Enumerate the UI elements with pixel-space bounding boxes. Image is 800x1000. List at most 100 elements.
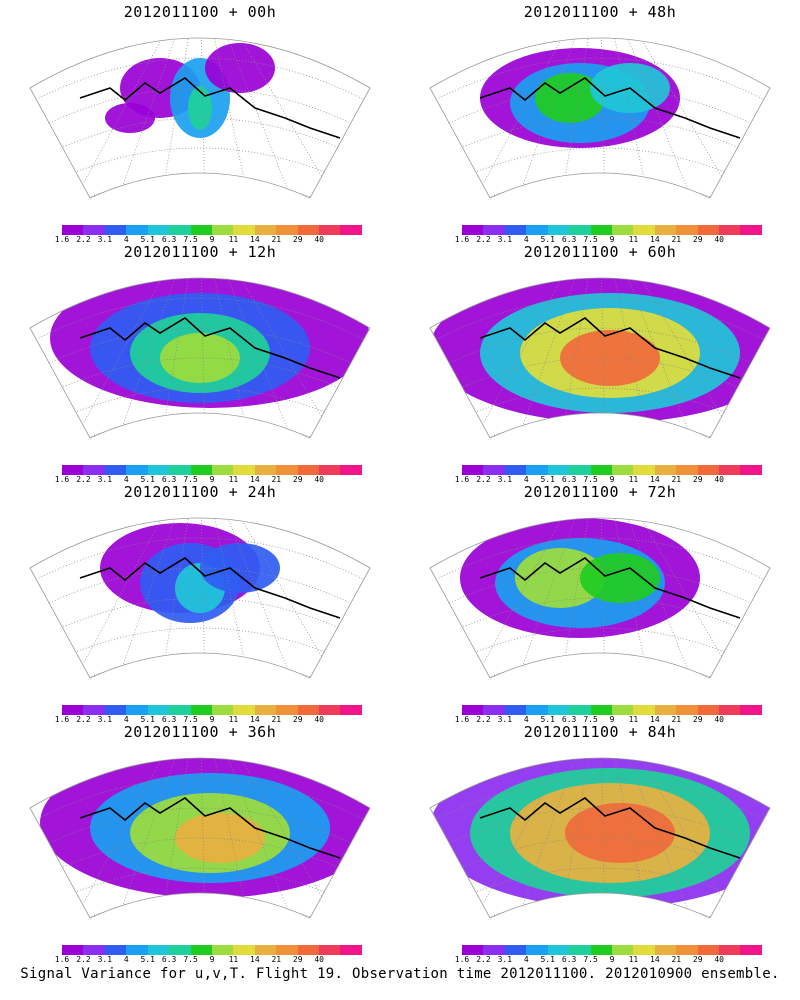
colorbar-tick-label: 14	[250, 235, 260, 244]
colorbar-swatch	[104, 945, 127, 955]
colorbar-swatch	[297, 945, 320, 955]
panel-title: 2012011100 + 00h	[123, 3, 277, 21]
colorbar-labels: 1.6 2.2 3.1 4 5.1 6.3 7.5 9 11 14 21 29 40	[55, 235, 362, 245]
colorbar-tick-label: 11	[228, 235, 239, 244]
colorbar-swatch	[83, 705, 105, 715]
colorbar-swatch	[276, 225, 298, 235]
variance-field	[105, 103, 155, 133]
colorbar-labels: 1.6 2.2 3.1 4 5.1 6.3 7.5 9 11 14 21 29 40	[55, 715, 362, 725]
colorbar-tick-label: 2.2	[76, 715, 91, 724]
colorbar-swatch	[147, 225, 170, 235]
colorbar-tick-label: 1.6	[454, 955, 470, 964]
colorbar-tick-label: 3.1	[97, 475, 113, 484]
colorbar-tick-label: 3.1	[497, 715, 513, 724]
colorbar-tick-label: 7.5	[183, 235, 198, 244]
colorbar-tick-label: 21	[271, 715, 282, 724]
colorbar-swatch	[504, 945, 527, 955]
colorbar-swatch	[83, 945, 105, 955]
panel-title: 2012011100 + 12h	[123, 243, 277, 261]
colorbar-swatch	[254, 945, 277, 955]
colorbar-swatch	[319, 225, 341, 235]
colorbar-swatch	[654, 705, 677, 715]
colorbar-swatch	[190, 705, 212, 715]
colorbar-tick-label: 21	[271, 955, 282, 964]
colorbar-swatch	[611, 945, 634, 955]
colorbar	[62, 465, 362, 475]
colorbar-tick-label: 11	[228, 955, 239, 964]
colorbar-swatch	[340, 465, 362, 475]
colorbar-swatch	[547, 225, 570, 235]
colorbar-swatch	[569, 465, 591, 475]
colorbar-swatch	[62, 705, 84, 715]
colorbar-swatch	[611, 705, 634, 715]
colorbar-tick-label: 5.1	[540, 715, 555, 724]
colorbar-swatch	[569, 705, 591, 715]
variance-field	[188, 86, 212, 130]
colorbar-tick-label: 29	[292, 715, 303, 724]
colorbar-swatch	[83, 465, 105, 475]
colorbar-tick-label: 1.6	[54, 955, 70, 964]
colorbar-swatch	[740, 705, 762, 715]
colorbar-swatch	[319, 945, 341, 955]
polar-map	[29, 277, 371, 439]
panel-title: 2012011100 + 72h	[523, 483, 677, 501]
forecast-panel: 2012011100 + 24h 1.6 2.2 3.1 4 5.1 6.3 7.5 9 11 14…	[0, 480, 400, 724]
colorbar-tick-label: 5.1	[540, 475, 555, 484]
colorbar-tick-label: 40	[314, 235, 324, 244]
colorbar-tick-label: 3.1	[97, 955, 113, 964]
coastline	[479, 77, 741, 139]
colorbar-tick-label: 2.2	[76, 955, 91, 964]
colorbar-swatch	[654, 465, 677, 475]
colorbar-swatch	[462, 225, 484, 235]
colorbar-swatch	[254, 465, 277, 475]
colorbar-swatch	[504, 705, 527, 715]
coastline	[479, 557, 741, 619]
colorbar-tick-label: 29	[292, 955, 303, 964]
colorbar-tick-label: 6.3	[561, 955, 577, 964]
colorbar-swatch	[654, 945, 677, 955]
colorbar-swatch	[590, 705, 612, 715]
colorbar	[62, 225, 362, 235]
colorbar-swatch	[83, 225, 105, 235]
colorbar-swatch	[547, 945, 570, 955]
colorbar-tick-label: 29	[292, 235, 303, 244]
colorbar-swatch	[254, 225, 277, 235]
forecast-panel: 2012011100 + 00h 1.6 2.2 3.1 4 5.1 6.3 7.5 9 11 14…	[0, 0, 400, 244]
panel-title: 2012011100 + 48h	[523, 3, 677, 21]
colorbar-swatch	[297, 705, 320, 715]
colorbar-tick-label: 14	[650, 715, 660, 724]
colorbar-tick-label: 3.1	[497, 475, 513, 484]
colorbar-swatch	[719, 465, 741, 475]
colorbar-tick-label: 21	[671, 955, 682, 964]
colorbar-tick-label: 29	[692, 715, 703, 724]
colorbar-swatch	[104, 225, 127, 235]
colorbar-tick-label: 4	[123, 715, 129, 724]
colorbar-swatch	[504, 465, 527, 475]
colorbar-swatch	[233, 705, 255, 715]
colorbar-tick-label: 6.3	[161, 475, 177, 484]
colorbar-swatch	[611, 225, 634, 235]
coastline	[479, 797, 741, 859]
colorbar-tick-label: 40	[714, 955, 724, 964]
colorbar-swatch	[633, 705, 655, 715]
polar-map	[429, 757, 771, 919]
variance-field	[205, 43, 275, 93]
colorbar-tick-label: 9	[209, 235, 215, 244]
polar-map	[429, 517, 771, 679]
colorbar-tick-label: 9	[609, 475, 615, 484]
colorbar-tick-label: 5.1	[140, 715, 155, 724]
colorbar-tick-label: 4	[123, 235, 129, 244]
colorbar-tick-label: 11	[628, 715, 639, 724]
colorbar-tick-label: 14	[650, 955, 660, 964]
colorbar-tick-label: 1.6	[454, 715, 470, 724]
colorbar-swatch	[654, 225, 677, 235]
colorbar-tick-label: 14	[650, 475, 660, 484]
colorbar-tick-label: 21	[271, 235, 282, 244]
colorbar-tick-label: 2.2	[476, 955, 491, 964]
colorbar-swatch	[233, 225, 255, 235]
colorbar-tick-label: 21	[671, 715, 682, 724]
polar-map	[29, 757, 371, 919]
colorbar-swatch	[526, 225, 548, 235]
colorbar-swatch	[126, 705, 148, 715]
colorbar-tick-label: 5.1	[540, 235, 555, 244]
